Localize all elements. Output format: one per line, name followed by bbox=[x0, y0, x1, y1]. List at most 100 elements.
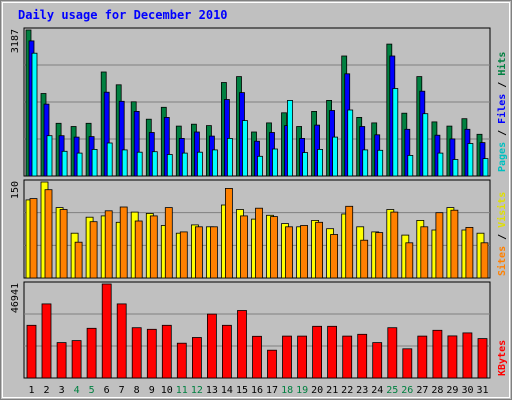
x-tick-label-27: 27 bbox=[416, 385, 428, 396]
x-tick-label-10: 10 bbox=[161, 385, 173, 396]
bar-pages-day-24 bbox=[377, 149, 384, 177]
bar-pages-day-15 bbox=[242, 120, 248, 177]
legend-kbytes-label: KBytes bbox=[497, 340, 508, 376]
bar-sites-day-27 bbox=[420, 226, 429, 279]
bar-sites-day-13 bbox=[209, 226, 218, 279]
x-tick-label-24: 24 bbox=[371, 385, 383, 396]
bar-pages-day-12 bbox=[196, 151, 203, 177]
x-tick-label-16: 16 bbox=[251, 385, 263, 396]
bar-pages-day-6 bbox=[106, 142, 113, 177]
kbytes-panel bbox=[23, 281, 491, 379]
bar-sites-day-2 bbox=[44, 189, 53, 279]
svg-text:Sites / Visits: Sites / Visits bbox=[496, 192, 508, 276]
bar-sites-day-19 bbox=[300, 225, 309, 279]
x-tick-label-1: 1 bbox=[28, 385, 34, 396]
bar-kbytes-day-2 bbox=[41, 303, 52, 379]
bar-kbytes-day-30 bbox=[462, 332, 473, 379]
bar-kbytes-day-9 bbox=[146, 328, 157, 379]
bar-kbytes-day-5 bbox=[86, 327, 97, 379]
legend-separator: / bbox=[497, 124, 508, 142]
legend-pages: Pages bbox=[497, 142, 508, 172]
bar-kbytes-day-12 bbox=[191, 337, 202, 379]
x-tick-label-17: 17 bbox=[266, 385, 278, 396]
x-tick-label-3: 3 bbox=[59, 385, 65, 396]
bar-sites-day-3 bbox=[59, 209, 68, 279]
bar-pages-day-23 bbox=[362, 149, 369, 177]
bar-pages-day-22 bbox=[347, 109, 354, 177]
hits-y-max-label: 3187 bbox=[10, 29, 21, 53]
bar-sites-day-5 bbox=[89, 221, 98, 279]
x-tick-label-23: 23 bbox=[356, 385, 368, 396]
x-tick-label-15: 15 bbox=[236, 385, 248, 396]
bar-kbytes-day-13 bbox=[206, 313, 217, 379]
bar-kbytes-day-27 bbox=[417, 335, 428, 379]
bar-files-day-6 bbox=[103, 91, 110, 177]
bar-files-day-14 bbox=[223, 99, 230, 177]
bar-pages-day-21 bbox=[332, 136, 339, 177]
bar-sites-day-14 bbox=[224, 187, 233, 279]
legend-kbytes: KBytes bbox=[497, 340, 508, 376]
bar-pages-day-28 bbox=[437, 152, 444, 177]
bar-kbytes-day-17 bbox=[267, 349, 277, 379]
legend-sites: Sites bbox=[496, 246, 508, 276]
x-tick-label-31: 31 bbox=[476, 385, 488, 396]
bar-pages-day-26 bbox=[407, 154, 414, 177]
legend-hits: Hits bbox=[496, 52, 508, 76]
x-tick-label-9: 9 bbox=[149, 385, 155, 396]
x-tick-label-19: 19 bbox=[296, 385, 308, 396]
x-tick-label-30: 30 bbox=[461, 385, 473, 396]
bar-pages-day-25 bbox=[392, 88, 399, 177]
visits-sites-panel bbox=[23, 179, 491, 279]
legend-hits-files-pages: Pages / Files / Hits bbox=[496, 52, 508, 172]
bar-kbytes-day-20 bbox=[312, 325, 323, 379]
bar-sites-day-15 bbox=[240, 215, 248, 279]
bar-pages-day-7 bbox=[121, 149, 128, 177]
bar-sites-day-12 bbox=[194, 226, 203, 279]
x-tick-label-20: 20 bbox=[311, 385, 323, 396]
x-tick-label-8: 8 bbox=[134, 385, 140, 396]
legend-files: Files bbox=[496, 94, 508, 124]
bar-sites-day-16 bbox=[255, 207, 263, 279]
bar-files-day-7 bbox=[118, 100, 125, 177]
bar-pages-day-19 bbox=[302, 152, 309, 177]
bar-sites-day-29 bbox=[450, 209, 459, 279]
bar-pages-day-31 bbox=[482, 158, 489, 177]
bar-kbytes-day-26 bbox=[402, 348, 413, 379]
bar-sites-day-4 bbox=[74, 241, 83, 279]
legend-sites-visits: Sites / Visits bbox=[496, 192, 508, 276]
bar-sites-day-11 bbox=[179, 231, 188, 279]
bar-pages-day-5 bbox=[91, 148, 98, 177]
legend-visits: Visits bbox=[496, 192, 508, 228]
bar-pages-day-9 bbox=[151, 151, 158, 177]
bar-kbytes-day-23 bbox=[357, 333, 368, 379]
bar-sites-day-10 bbox=[164, 207, 173, 279]
legend-separator: / bbox=[497, 76, 508, 94]
bar-sites-day-8 bbox=[134, 220, 143, 279]
bar-pages-day-18 bbox=[287, 100, 293, 177]
svg-text:Pages / Files / Hits: Pages / Files / Hits bbox=[496, 52, 508, 172]
bar-kbytes-day-6 bbox=[101, 283, 112, 379]
bar-kbytes-day-3 bbox=[56, 342, 67, 379]
bar-files-day-10 bbox=[163, 117, 170, 177]
x-tick-label-21: 21 bbox=[326, 385, 338, 396]
bar-kbytes-day-19 bbox=[297, 335, 308, 379]
x-tick-label-13: 13 bbox=[206, 385, 218, 396]
hits-files-pages-panel bbox=[23, 27, 491, 177]
bar-kbytes-day-11 bbox=[176, 342, 187, 379]
x-tick-label-18: 18 bbox=[281, 385, 293, 396]
bar-kbytes-day-10 bbox=[161, 324, 172, 379]
bar-kbytes-day-1 bbox=[26, 324, 37, 379]
bar-sites-day-20 bbox=[315, 221, 324, 279]
bar-sites-day-17 bbox=[270, 216, 278, 279]
bar-pages-day-29 bbox=[452, 159, 459, 177]
bar-kbytes-day-4 bbox=[71, 340, 82, 379]
bar-sites-day-25 bbox=[390, 211, 399, 279]
bar-sites-day-26 bbox=[405, 242, 414, 279]
bar-pages-day-17 bbox=[272, 148, 278, 177]
kbytes-y-max-label: 46941 bbox=[10, 283, 21, 313]
bar-sites-day-18 bbox=[285, 226, 293, 279]
bar-pages-day-2 bbox=[46, 135, 53, 177]
